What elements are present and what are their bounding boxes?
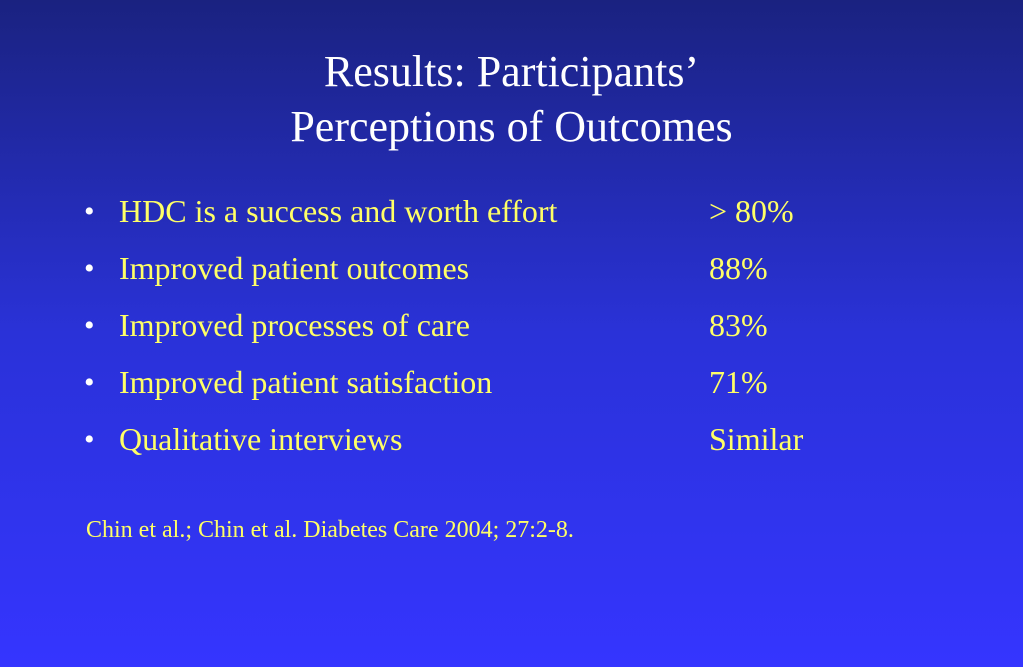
bullet-label: Improved patient satisfaction [119, 364, 493, 400]
bullet-icon: • [84, 309, 95, 342]
bullet-item-success: • HDC is a success and worth effort > 80… [84, 183, 984, 240]
bullet-value: Similar [709, 421, 804, 457]
bullet-label: Qualitative interviews [119, 421, 403, 457]
bullet-icon: • [84, 366, 95, 399]
bullet-value: 71% [709, 364, 768, 400]
slide-title: Results: Participants’ Perceptions of Ou… [0, 44, 1023, 154]
bullet-icon: • [84, 423, 95, 456]
bullet-icon: • [84, 195, 95, 228]
bullet-value: 88% [709, 250, 768, 286]
citation: Chin et al.; Chin et al. Diabetes Care 2… [86, 517, 574, 543]
bullet-value: > 80% [709, 193, 794, 229]
bullet-item-patient-outcomes: • Improved patient outcomes 88% [84, 240, 984, 297]
bullet-icon: • [84, 252, 95, 285]
bullet-item-processes-of-care: • Improved processes of care 83% [84, 297, 984, 354]
bullet-label: Improved processes of care [119, 307, 470, 343]
slide-title-line-2: Perceptions of Outcomes [290, 102, 733, 151]
bullet-item-patient-satisfaction: • Improved patient satisfaction 71% [84, 354, 984, 411]
bullet-value: 83% [709, 307, 768, 343]
bullet-label: HDC is a success and worth effort [119, 193, 558, 229]
bullet-list: • HDC is a success and worth effort > 80… [84, 183, 984, 468]
slide-title-line-1: Results: Participants’ [323, 47, 700, 96]
bullet-item-qualitative-interviews: • Qualitative interviews Similar [84, 411, 984, 468]
bullet-label: Improved patient outcomes [119, 250, 470, 286]
